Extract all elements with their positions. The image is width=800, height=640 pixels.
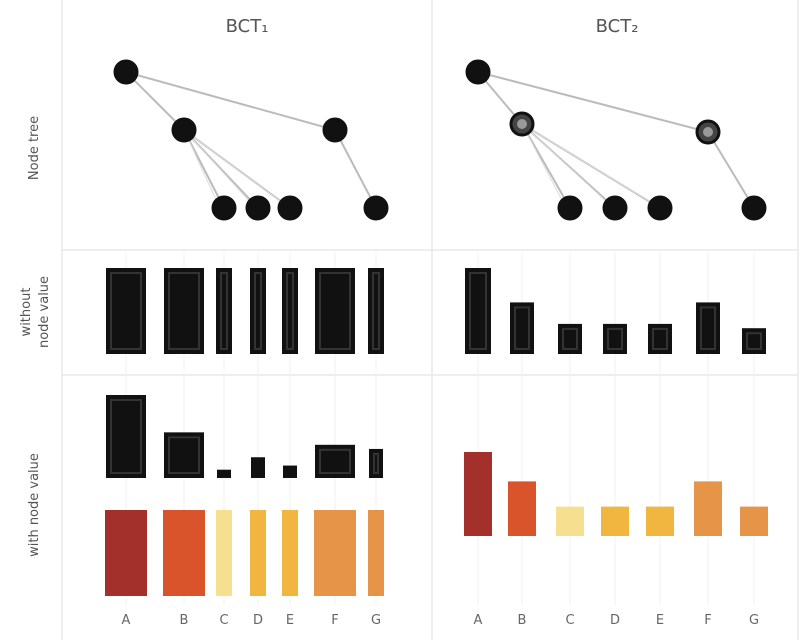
bct1-with-black-bar-A-inner xyxy=(110,399,142,474)
bct1-without-bar-G xyxy=(368,268,384,354)
bct2-fan-D xyxy=(521,123,610,205)
bct1-with-color-bar-A xyxy=(105,510,147,596)
bct2-without-bar-B-inner xyxy=(514,306,530,350)
bct1-node-D xyxy=(245,195,271,221)
column-title-bct2: BCT₂ xyxy=(596,16,639,37)
bct1-node-E xyxy=(277,195,303,221)
bct2-with-bar-F xyxy=(694,481,722,536)
x-tick-label-bct1-D: D xyxy=(253,613,263,628)
bct1-fan-D xyxy=(183,129,253,205)
bct1-without-bar-B-inner xyxy=(168,272,200,350)
bct2-fan-C xyxy=(521,123,565,205)
bct1-edge-A-B xyxy=(125,71,185,131)
bct1-with-color-bar-G xyxy=(368,510,384,596)
bct1-with-black-bar-C xyxy=(217,469,231,478)
bct1-with-color-bar-B xyxy=(163,510,205,596)
bct1-edge-A-F xyxy=(125,71,336,131)
x-tick-label-bct1-F: F xyxy=(331,613,338,628)
bct1-with-black-bar-B-inner xyxy=(168,436,200,475)
bct1-node-F xyxy=(322,117,348,143)
bct2-node-D xyxy=(602,195,628,221)
bct1-without-bar-A-inner xyxy=(110,272,142,350)
bct2-with-bar-B xyxy=(508,481,536,536)
bct1-with-color-bar-E xyxy=(282,510,298,596)
row-label-without-1: without xyxy=(19,288,34,337)
bct1-edge-F-G xyxy=(334,129,377,209)
bct2-with-bar-A xyxy=(464,452,492,536)
bct1-node-G xyxy=(363,195,389,221)
bct1-without-bar-E xyxy=(282,268,298,354)
x-tick-label-bct1-E: E xyxy=(286,613,294,628)
bct2-edge-A-F xyxy=(477,71,709,133)
bct2-node-C xyxy=(557,195,583,221)
bct1-without-bar-D xyxy=(250,268,266,354)
bct1-with-black-bar-B xyxy=(164,432,204,478)
bct1-edge-B-C xyxy=(183,129,225,209)
bct1-with-black-bar-A xyxy=(106,395,146,478)
bct2-with-bar-E xyxy=(646,506,674,536)
bct1-fan-E xyxy=(183,129,285,205)
bct2-without-bar-B xyxy=(510,302,534,354)
x-tick-label-bct2-E: E xyxy=(656,613,664,628)
bct2-without-bar-G-inner xyxy=(746,332,762,351)
x-tick-label-bct2-F: F xyxy=(704,613,711,628)
bct1-with-black-bar-F-inner xyxy=(319,448,351,474)
bct2-with-bar-D xyxy=(601,506,629,536)
bct1-with-color-bar-F xyxy=(314,510,356,596)
bct1-without-bar-C-inner xyxy=(220,272,228,350)
bct1-without-bar-A xyxy=(106,268,146,354)
x-tick-label-bct2-D: D xyxy=(610,613,620,628)
x-tick-label-bct2-A: A xyxy=(474,613,483,628)
row-label-node-tree: Node tree xyxy=(27,116,42,180)
bct1-with-black-bar-E xyxy=(283,465,297,478)
bct1-node-C xyxy=(211,195,237,221)
bct2-edge-F-G xyxy=(707,131,755,209)
bct1-node-A xyxy=(113,59,139,85)
bct1-without-bar-G-inner xyxy=(372,272,380,350)
bct2-node-E xyxy=(647,195,673,221)
bct1-with-black-bar-G xyxy=(369,448,383,478)
bct1-without-bar-F xyxy=(315,268,355,354)
row-label-with: with node value xyxy=(27,453,42,557)
bct1-with-black-bar-D xyxy=(251,457,265,478)
bct2-node-A xyxy=(465,59,491,85)
bct2-without-bar-C-inner xyxy=(562,327,578,350)
bct2-with-bar-G xyxy=(740,506,768,536)
bct2-without-bar-G xyxy=(742,328,766,354)
x-tick-label-bct1-G: G xyxy=(371,613,381,628)
bct2-fan-E xyxy=(521,123,655,205)
bct2-node-B-center xyxy=(517,119,527,129)
bct2-without-bar-A xyxy=(465,268,491,354)
bct2-with-bar-C xyxy=(556,506,584,536)
bct1-without-bar-D-inner xyxy=(254,272,262,350)
bct2-without-bar-D-inner xyxy=(607,327,623,350)
bct1-without-bar-F-inner xyxy=(319,272,351,350)
bct2-without-bar-F xyxy=(696,302,720,354)
bct1-with-black-bar-G-inner xyxy=(373,452,379,475)
x-tick-label-bct1-B: B xyxy=(180,613,189,628)
x-tick-label-bct2-G: G xyxy=(749,613,759,628)
bct1-without-bar-B xyxy=(164,268,204,354)
x-tick-label-bct1-A: A xyxy=(122,613,131,628)
bct2-without-bar-A-inner xyxy=(469,272,487,350)
x-tick-label-bct2-B: B xyxy=(518,613,527,628)
bct1-without-bar-C xyxy=(216,268,232,354)
bct2-node-G xyxy=(741,195,767,221)
column-title-bct1: BCT₁ xyxy=(226,16,269,37)
x-tick-label-bct2-C: C xyxy=(565,613,574,628)
panel-grid xyxy=(61,0,799,640)
row-label-without-2: node value xyxy=(37,276,52,348)
bct1-with-color-bar-C xyxy=(216,510,232,596)
bct1-with-color-bar-D xyxy=(250,510,266,596)
bct1-fan-C xyxy=(183,129,219,205)
bct1-without-bar-E-inner xyxy=(286,272,294,350)
bct2-without-bar-E-inner xyxy=(652,327,668,350)
bct1-node-B xyxy=(171,117,197,143)
bct2-edge-B-C xyxy=(521,123,571,209)
x-tick-label-bct1-C: C xyxy=(219,613,228,628)
bct2-without-bar-F-inner xyxy=(700,306,716,350)
bct2-node-F-center xyxy=(703,127,713,137)
